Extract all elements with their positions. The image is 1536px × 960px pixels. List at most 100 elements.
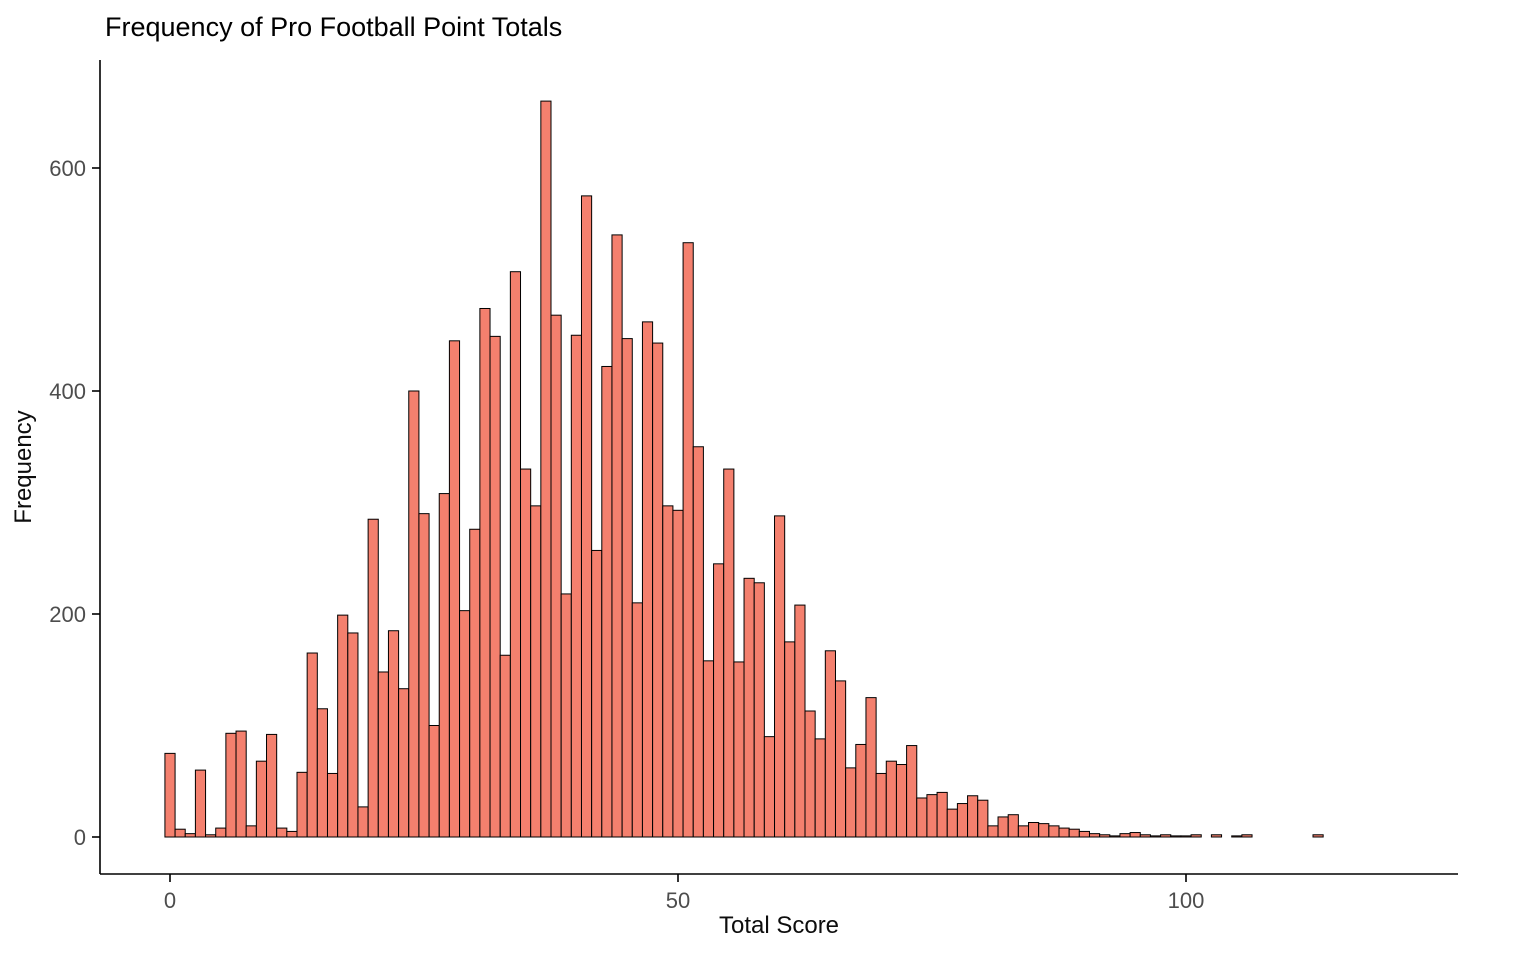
histogram-bar [215, 827, 227, 838]
histogram-bar [540, 100, 552, 838]
histogram-bar [1149, 835, 1162, 838]
histogram-bar [601, 365, 613, 838]
histogram-bar [885, 760, 897, 838]
histogram-bar [245, 825, 257, 838]
histogram-bar [377, 671, 389, 838]
histogram-bar [225, 732, 237, 838]
x-tick-label: 50 [666, 888, 690, 913]
histogram-bar [834, 680, 847, 838]
histogram-bar [398, 688, 410, 838]
histogram-bar [1119, 833, 1131, 838]
histogram-bar [1231, 835, 1243, 838]
histogram-bar [205, 834, 217, 838]
histogram-bar [855, 743, 867, 838]
histogram-bar [1210, 834, 1223, 838]
histogram-bar [774, 515, 786, 838]
histogram-bar [652, 342, 664, 838]
histogram-bar [641, 321, 654, 838]
histogram-bar [936, 791, 948, 838]
histogram-bar [895, 764, 908, 838]
histogram-bar [997, 816, 1009, 838]
histogram-bar [1078, 830, 1090, 838]
histogram-bar [926, 794, 938, 838]
histogram-bar [743, 577, 755, 838]
histogram-bar [672, 509, 684, 838]
histogram-bar [1109, 835, 1121, 838]
histogram-bar [621, 338, 633, 838]
histogram-bar [316, 708, 328, 838]
histogram-bar [824, 650, 836, 838]
histogram-bar [479, 307, 491, 838]
histogram-bar [906, 745, 918, 838]
chart-title: Frequency of Pro Football Point Totals [105, 12, 563, 42]
histogram-bar [337, 614, 349, 838]
histogram-bar [276, 827, 288, 838]
histogram-bar [1190, 834, 1202, 838]
histogram-bar [448, 340, 461, 838]
histogram-bar [509, 271, 522, 838]
histogram-bar [1038, 823, 1050, 838]
x-tick-label: 0 [164, 888, 176, 913]
histogram-bar [387, 630, 400, 838]
histogram-bar [875, 772, 887, 838]
histogram-bar [753, 582, 765, 838]
histogram-bar [326, 772, 339, 838]
histogram-bar [763, 736, 776, 838]
histogram-bar [174, 828, 186, 838]
histogram-bar [235, 730, 247, 838]
histogram-bar [1139, 834, 1151, 838]
histogram-bar [438, 493, 450, 838]
histogram-bar [255, 760, 268, 838]
histogram-bar [1048, 825, 1060, 838]
y-tick-label: 600 [49, 156, 86, 181]
x-tick-label: 100 [1168, 888, 1205, 913]
y-tick-label: 200 [49, 602, 86, 627]
histogram-bar [489, 335, 501, 838]
histogram-bar [469, 528, 481, 838]
histogram-bar [1017, 825, 1030, 838]
histogram-bar [1129, 832, 1141, 838]
histogram-bar [713, 563, 725, 838]
histogram-bar [418, 513, 430, 838]
histogram-bar [845, 767, 857, 838]
x-axis-label: Total Score [718, 912, 840, 939]
histogram-bar [1241, 834, 1253, 838]
histogram-bar [611, 234, 623, 838]
histogram-bar [1180, 835, 1192, 838]
histogram-bar [1160, 834, 1172, 838]
histogram-bar [347, 632, 359, 838]
histogram-bar [286, 830, 298, 838]
histogram-bar [662, 505, 674, 838]
histogram-bar [367, 518, 379, 838]
histogram-bar [1312, 834, 1324, 838]
histogram-bar [499, 654, 511, 838]
histogram-bar [550, 314, 562, 838]
histogram-bar [987, 825, 999, 838]
histogram-bar [692, 446, 704, 838]
histogram-bar [184, 833, 196, 838]
histogram-bar [266, 733, 278, 838]
histogram-bar [1170, 835, 1182, 838]
y-tick-label: 0 [74, 825, 86, 850]
histogram-bar [1088, 833, 1101, 838]
histogram-bar [164, 752, 176, 838]
histogram-bar [784, 641, 796, 838]
histogram-bar [916, 797, 928, 838]
y-axis-label: Frequency [10, 410, 37, 524]
histogram-bar [682, 242, 694, 838]
histogram-bar [723, 468, 735, 838]
histogram-bar [1058, 827, 1070, 838]
histogram-bar [733, 661, 745, 838]
histogram-bar [814, 738, 826, 838]
histogram-bar [946, 808, 958, 838]
histogram-bar [408, 390, 420, 838]
histogram-bar [804, 710, 816, 838]
histogram-bar [306, 652, 318, 838]
histogram-bar [530, 505, 542, 838]
histogram-bar [520, 468, 532, 838]
histogram-bar [1068, 828, 1080, 838]
histogram-bar [560, 593, 572, 838]
histogram-bar [794, 604, 806, 838]
histogram-bar [591, 549, 603, 838]
